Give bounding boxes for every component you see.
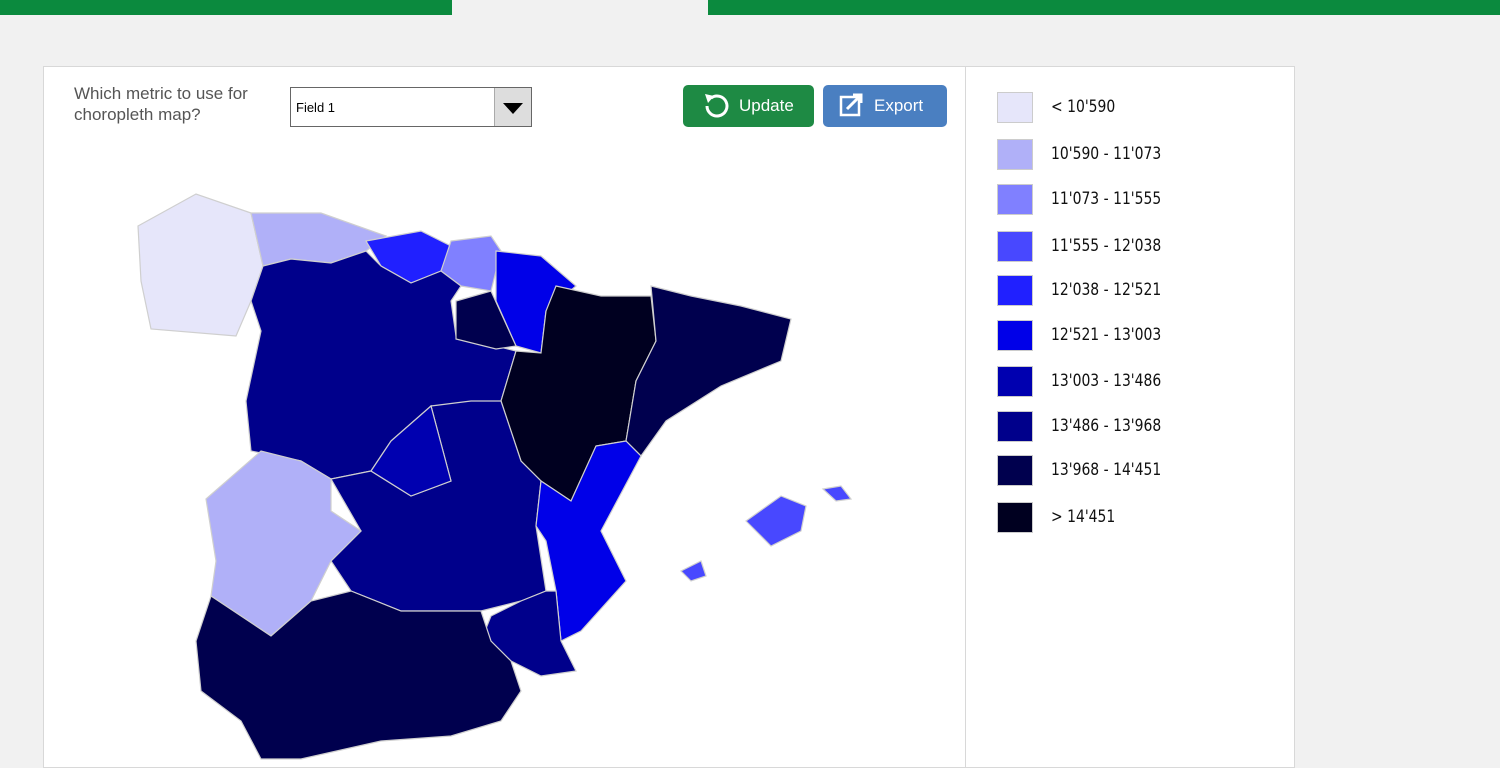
dropdown-arrow — [503, 103, 523, 114]
legend-label: 11'073 - 11'555 — [1051, 189, 1162, 209]
legend-label: 12'521 - 13'003 — [1051, 325, 1162, 345]
button-label: Update — [739, 96, 794, 115]
legend-label: < 10'590 — [1051, 97, 1116, 117]
legend-label: 12'038 - 12'521 — [1051, 280, 1162, 300]
legend-swatch — [997, 184, 1033, 215]
export-icon — [839, 93, 863, 117]
region — [137, 193, 264, 337]
legend-swatch — [997, 411, 1033, 442]
legend-label: 13'486 - 13'968 — [1051, 416, 1162, 436]
dropdown-value: Field 1 — [296, 100, 336, 115]
legend-swatch — [997, 366, 1033, 397]
button-label: Export — [874, 96, 924, 115]
legend-label: 11'555 - 12'038 — [1051, 236, 1162, 256]
active-tab[interactable] — [452, 0, 708, 15]
divider — [965, 67, 966, 767]
legend-label: > 14'451 — [1051, 507, 1116, 527]
dropdown-button[interactable] — [494, 88, 531, 126]
region — [679, 560, 707, 582]
region — [625, 285, 792, 457]
ribbon-bar — [0, 0, 1500, 15]
update-button[interactable]: Update — [683, 85, 814, 127]
region — [370, 404, 452, 497]
legend-swatch — [997, 139, 1033, 170]
legend-swatch — [997, 320, 1033, 351]
region — [821, 485, 853, 502]
region — [205, 450, 362, 637]
legend-swatch — [997, 231, 1033, 262]
legend-swatch — [997, 275, 1033, 306]
legend-swatch — [997, 455, 1033, 486]
panel: Which metric to use for choropleth map? … — [43, 66, 1295, 768]
legend-label: 13'968 - 14'451 — [1051, 460, 1162, 480]
legend-label: 13'003 - 13'486 — [1051, 371, 1162, 391]
region — [745, 495, 807, 547]
prompt-label: Which metric to use for choropleth map? — [74, 84, 248, 124]
export-button[interactable]: Export — [823, 85, 947, 127]
choropleth-map — [137, 193, 853, 760]
refresh-icon — [705, 94, 729, 118]
legend-swatch — [997, 92, 1033, 123]
metric-dropdown[interactable]: Field 1 — [290, 87, 532, 127]
legend-label: 10'590 - 11'073 — [1051, 144, 1162, 164]
legend-swatch — [997, 502, 1033, 533]
region — [195, 590, 522, 760]
region — [455, 290, 517, 350]
